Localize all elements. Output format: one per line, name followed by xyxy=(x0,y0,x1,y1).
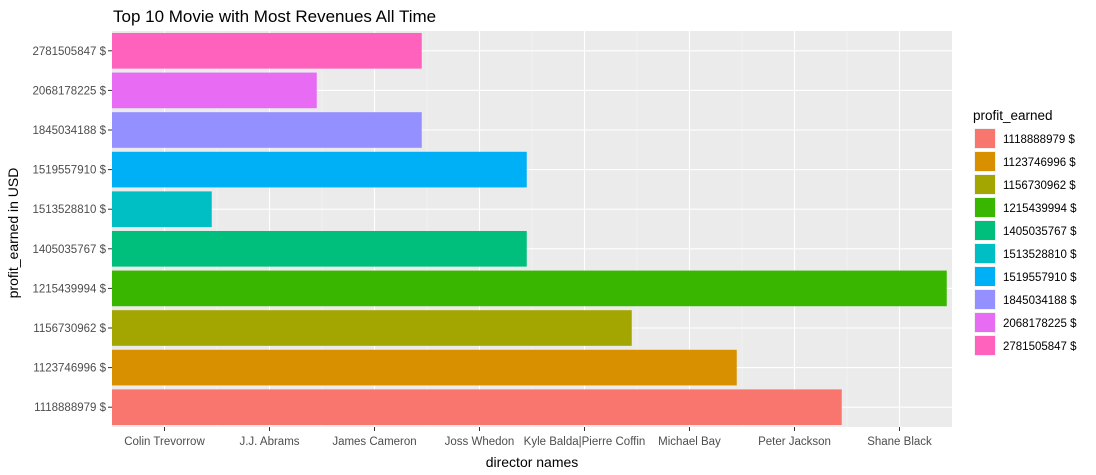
bar xyxy=(112,310,632,346)
legend-swatch xyxy=(975,175,995,194)
y-tick-label: 1519557910 $ xyxy=(32,165,106,177)
y-tick-label: 1156730962 $ xyxy=(33,323,106,335)
legend-label: 1215439994 $ xyxy=(1003,203,1077,215)
legend-swatch xyxy=(975,244,995,263)
bar xyxy=(112,230,527,267)
bar xyxy=(112,349,737,386)
legend-label: 1405035767 $ xyxy=(1003,226,1077,238)
y-tick-label: 1513528810 $ xyxy=(32,204,106,216)
legend-label: 1519557910 $ xyxy=(1003,272,1077,284)
y-tick-label: 1215439994 $ xyxy=(32,283,106,295)
bar xyxy=(112,389,842,426)
legend-label: 1845034188 $ xyxy=(1003,295,1077,307)
legend-swatch xyxy=(975,152,995,171)
y-axis-label: profit_earned in USD xyxy=(5,168,21,299)
x-tick-label: Peter Jackson xyxy=(758,436,831,448)
legend-swatch xyxy=(975,313,995,332)
legend-swatch xyxy=(975,221,995,240)
bar xyxy=(112,112,422,148)
x-tick-label: Shane Black xyxy=(867,436,932,448)
legend-swatch xyxy=(975,267,995,286)
x-tick-label: Joss Whedon xyxy=(445,436,515,448)
y-tick-label: 1405035767 $ xyxy=(32,244,106,256)
chart-title: Top 10 Movie with Most Revenues All Time xyxy=(113,7,436,26)
plot-panel xyxy=(112,31,952,427)
x-tick-label: Michael Bay xyxy=(658,436,721,448)
legend-swatch xyxy=(975,336,995,355)
legend-label: 2068178225 $ xyxy=(1003,318,1077,330)
legend-label: 1118888979 $ xyxy=(1003,134,1075,146)
x-tick-label: Colin Trevorrow xyxy=(124,436,205,448)
x-tick-label: Kyle Balda|Pierre Coffin xyxy=(524,436,646,448)
y-tick-label: 1123746996 $ xyxy=(33,363,106,375)
bar xyxy=(112,72,317,109)
legend-swatch xyxy=(975,129,995,148)
legend: profit_earned 1118888979 $ 1123746996 $ 11… xyxy=(973,108,1077,356)
legend-swatch xyxy=(975,198,995,217)
legend-label: 1156730962 $ xyxy=(1003,180,1076,192)
y-tick-label: 2781505847 $ xyxy=(32,46,106,58)
x-axis-ticks: Colin Trevorrow J.J. Abrams James Cameron J… xyxy=(124,427,932,448)
x-tick-label: James Cameron xyxy=(332,436,416,448)
legend-swatch xyxy=(975,290,995,309)
legend-title: profit_earned xyxy=(973,108,1053,123)
bar xyxy=(112,270,947,307)
legend-label: 2781505847 $ xyxy=(1003,341,1077,353)
y-tick-label: 1118888979 $ xyxy=(34,402,106,414)
legend-label: 1513528810 $ xyxy=(1003,249,1077,261)
bar xyxy=(112,191,212,228)
y-tick-label: 1845034188 $ xyxy=(32,125,106,137)
legend-label: 1123746996 $ xyxy=(1003,157,1076,169)
x-axis-label: director names xyxy=(486,454,579,470)
y-axis-ticks: 1118888979 $ 1123746996 $ 1156730962 $ 1215… xyxy=(32,46,112,414)
x-tick-label: J.J. Abrams xyxy=(239,436,299,448)
bar xyxy=(112,151,527,188)
bar xyxy=(112,32,422,69)
y-tick-label: 2068178225 $ xyxy=(32,85,106,97)
